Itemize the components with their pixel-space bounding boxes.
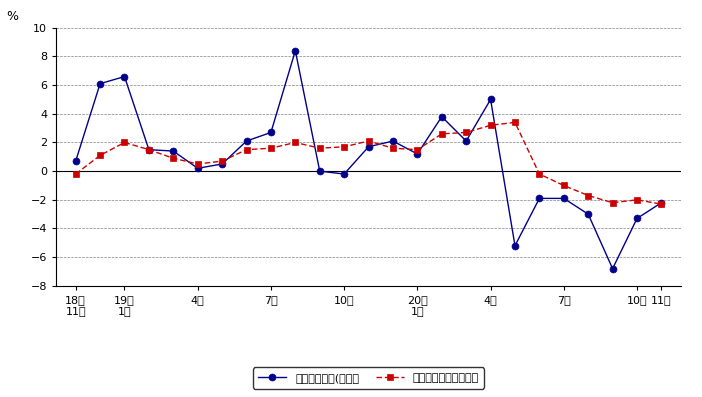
きまって支給する給与	[169, 156, 178, 161]
現金給与総額(名目）	[462, 139, 470, 143]
現金給与総額(名目）	[657, 200, 665, 205]
きまって支給する給与	[120, 140, 128, 145]
きまって支給する給与	[633, 197, 641, 202]
現金給与総額(名目）	[291, 48, 300, 53]
現金給与総額(名目）	[194, 166, 202, 171]
きまって支給する給与	[291, 140, 300, 145]
現金給与総額(名目）	[633, 216, 641, 221]
現金給与総額(名目）	[609, 266, 617, 271]
Legend: 現金給与総額(名目）, きまって支給する給与: 現金給与総額(名目）, きまって支給する給与	[253, 368, 484, 389]
現金給与総額(名目）	[486, 97, 495, 102]
Text: %: %	[6, 10, 18, 23]
きまって支給する給与	[218, 159, 226, 164]
きまって支給する給与	[96, 153, 105, 158]
きまって支給する給与	[315, 146, 324, 150]
現金給与総額(名目）	[96, 81, 105, 86]
きまって支給する給与	[437, 131, 446, 136]
きまって支給する給与	[145, 147, 153, 152]
現金給与総額(名目）	[535, 196, 543, 201]
Line: きまって支給する給与: きまって支給する給与	[73, 119, 664, 207]
現金給与総額(名目）	[315, 169, 324, 173]
きまって支給する給与	[72, 172, 80, 176]
きまって支給する給与	[559, 183, 568, 188]
きまって支給する給与	[340, 145, 348, 149]
きまって支給する給与	[511, 120, 519, 125]
現金給与総額(名目）	[340, 172, 348, 176]
きまって支給する給与	[584, 193, 592, 198]
きまって支給する給与	[194, 162, 202, 166]
きまって支給する給与	[267, 146, 275, 150]
きまって支給する給与	[462, 130, 470, 135]
Line: 現金給与総額(名目）: 現金給与総額(名目）	[72, 47, 665, 272]
現金給与総額(名目）	[389, 139, 397, 143]
現金給与総額(名目）	[72, 159, 80, 164]
現金給与総額(名目）	[584, 212, 592, 216]
現金給与総額(名目）	[511, 243, 519, 248]
現金給与総額(名目）	[120, 74, 128, 79]
現金給与総額(名目）	[437, 114, 446, 119]
きまって支給する給与	[535, 172, 543, 176]
現金給与総額(名目）	[364, 145, 373, 149]
現金給与総額(名目）	[559, 196, 568, 201]
現金給与総額(名目）	[145, 147, 153, 152]
きまって支給する給与	[242, 147, 251, 152]
現金給与総額(名目）	[267, 130, 275, 135]
きまって支給する給与	[389, 146, 397, 150]
きまって支給する給与	[486, 123, 495, 128]
現金給与総額(名目）	[169, 149, 178, 154]
きまって支給する給与	[413, 147, 422, 152]
現金給与総額(名目）	[242, 139, 251, 143]
現金給与総額(名目）	[413, 152, 422, 156]
現金給与総額(名目）	[218, 162, 226, 166]
きまって支給する給与	[364, 139, 373, 143]
きまって支給する給与	[609, 200, 617, 205]
きまって支給する給与	[657, 202, 665, 206]
